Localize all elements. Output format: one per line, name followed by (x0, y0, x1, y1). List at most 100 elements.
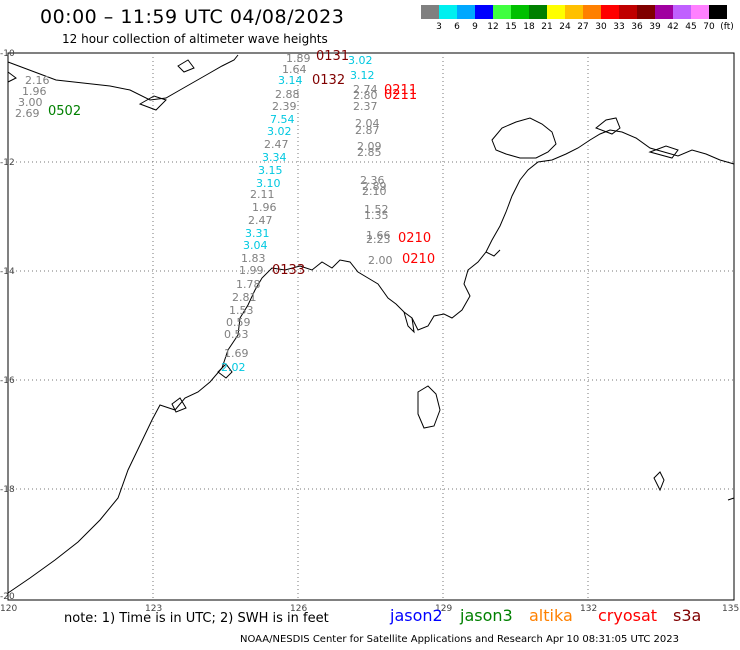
map-frame (7, 52, 735, 601)
legend-altika: altika (529, 606, 573, 625)
wave-height-value: 3.02 (267, 125, 292, 138)
legend-jason2: jason2 (390, 606, 443, 625)
wave-height-value: 2.47 (264, 138, 289, 151)
credit-line: NOAA/NESDIS Center for Satellite Applica… (240, 634, 679, 645)
scale-swatch (439, 5, 457, 19)
scale-label: 45 (685, 22, 697, 32)
scale-label: 33 (613, 22, 625, 32)
pass-time-label: 0131 (316, 49, 350, 64)
wave-height-value: 2.02 (221, 361, 246, 374)
scale-swatch (565, 5, 583, 19)
wave-height-value: 1.69 (224, 347, 249, 360)
scale-swatch (601, 5, 619, 19)
wave-height-value: 2.09 (357, 140, 382, 153)
wave-height-value: 2.00 (368, 254, 393, 267)
scale-label: 3 (436, 22, 442, 32)
lat-label-10: -10 (0, 49, 15, 59)
lon-label-135: 135 (722, 604, 740, 614)
scale-swatch (511, 5, 529, 19)
lon-label-129: 129 (435, 604, 453, 614)
scale-label: 30 (595, 22, 607, 32)
legend-s3a: s3a (673, 606, 702, 625)
wave-height-value: 2.16 (25, 74, 50, 87)
lat-label-12: -12 (0, 158, 15, 168)
lat-label-16: -16 (0, 376, 15, 386)
wave-height-value: 1.96 (22, 85, 47, 98)
wave-height-value: 2.23 (366, 233, 391, 246)
wave-height-value: 2.81 (232, 291, 257, 304)
pass-time-label: 0502 (48, 104, 82, 119)
scale-swatch (475, 5, 493, 19)
scale-swatch (529, 5, 547, 19)
wave-height-value: 1.96 (252, 201, 277, 214)
scale-label: 42 (667, 22, 679, 32)
scale-label: 39 (649, 22, 661, 32)
lon-label-123: 123 (145, 604, 163, 614)
wave-height-value: 1.64 (282, 63, 307, 76)
wave-height-value: 2.04 (355, 117, 380, 130)
lat-label-20: -20 (0, 592, 15, 602)
pass-time-label: 0132 (312, 73, 346, 88)
wave-height-value: 3.14 (278, 74, 303, 87)
wave-height-value: 2.80 (353, 89, 378, 102)
scale-swatch (583, 5, 601, 19)
lat-label-14: -14 (0, 267, 15, 277)
scale-swatch (547, 5, 565, 19)
scale-label: 15 (505, 22, 517, 32)
wave-height-value: 3.12 (350, 69, 375, 82)
wave-height-value: 2.39 (272, 100, 297, 113)
scale-label: 27 (577, 22, 589, 32)
scale-swatch (619, 5, 637, 19)
wave-height-value: 1.99 (239, 264, 264, 277)
wave-height-value: 2.89 (362, 180, 387, 193)
scale-label: 21 (541, 22, 553, 32)
legend-cryosat: cryosat (598, 606, 658, 625)
wave-height-value: 3.10 (256, 177, 281, 190)
scale-label: 9 (472, 22, 478, 32)
scale-label: 24 (559, 22, 571, 32)
scale-label: 36 (631, 22, 643, 32)
wave-height-value: 1.89 (286, 52, 311, 65)
scale-swatch (673, 5, 691, 19)
wave-height-value: 2.37 (353, 100, 378, 113)
pass-time-label: 0210 (398, 231, 432, 246)
wave-height-value: 3.34 (262, 151, 287, 164)
units-note: note: 1) Time is in UTC; 2) SWH is in fe… (64, 611, 329, 626)
scale-swatch (421, 5, 439, 19)
coastline (7, 54, 735, 594)
lat-label-18: -18 (0, 485, 15, 495)
wave-height-value: 3.15 (258, 164, 283, 177)
scale-label: 12 (487, 22, 499, 32)
pass-time-label: 0210 (402, 252, 436, 267)
scale-unit: (ft) (720, 22, 734, 32)
wave-height-value: 2.47 (248, 214, 273, 227)
wave-height-value: 2.88 (275, 88, 300, 101)
scale-label: 70 (703, 22, 715, 32)
map-title: 00:00 – 11:59 UTC 04/08/2023 (40, 6, 345, 28)
pass-time-label: 0211 (384, 88, 418, 103)
wave-height-value: 3.31 (245, 227, 270, 240)
wave-height-value: 0.53 (224, 328, 249, 341)
wave-height-value: 3.04 (243, 239, 268, 252)
wave-height-value: 1.83 (241, 252, 266, 265)
scale-label: 18 (523, 22, 535, 32)
scale-swatch (709, 5, 727, 19)
wave-height-value: 3.02 (348, 54, 373, 67)
wave-height-value: 2.36 (360, 174, 385, 187)
scale-swatch (691, 5, 709, 19)
scale-swatch (457, 5, 475, 19)
wave-height-value: 1.35 (364, 209, 389, 222)
wave-height-value: 2.10 (362, 185, 387, 198)
wave-height-value: 7.54 (270, 113, 295, 126)
scale-swatch (493, 5, 511, 19)
scale-swatch (637, 5, 655, 19)
pass-time-label: 0133 (272, 263, 306, 278)
wave-height-value: 1.78 (236, 278, 261, 291)
lon-label-132: 132 (580, 604, 598, 614)
wave-height-value: 0.59 (226, 316, 251, 329)
wave-height-value: 2.74 (353, 83, 378, 96)
wave-height-value: 1.66 (366, 229, 391, 242)
map-subtitle: 12 hour collection of altimeter wave hei… (62, 32, 328, 46)
wave-height-value: 1.52 (364, 203, 389, 216)
